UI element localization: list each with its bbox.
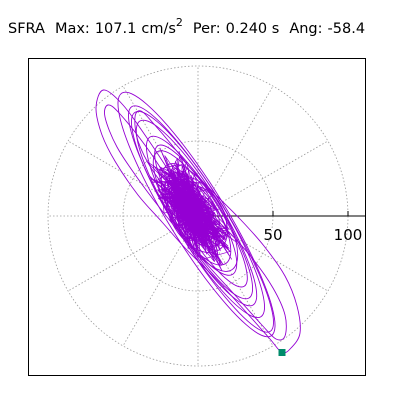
max-label: Max:	[54, 21, 90, 37]
station-code: SFRA	[8, 21, 45, 37]
max-unit: cm/s	[141, 21, 176, 37]
orbit-ellipse	[135, 119, 258, 307]
orbit-dense-core	[146, 147, 236, 272]
orbit-loop	[104, 104, 287, 341]
chart-header: SFRA Max: 107.1 cm/s2 Per: 0.240 s Ang: -58.4	[8, 16, 366, 40]
orbit-ellipse	[128, 105, 274, 333]
radial-tick-label: 50	[263, 226, 282, 244]
max-unit-exponent: 2	[175, 16, 183, 29]
plot-frame	[28, 58, 366, 376]
angle-value: -58.4	[327, 21, 366, 37]
max-value: 107.1	[94, 21, 137, 37]
orbit-ellipse	[117, 91, 276, 338]
orbit-traces	[95, 89, 301, 354]
radial-tick-label: 100	[334, 226, 363, 244]
peak-marker	[278, 349, 286, 356]
period-value: 0.240 s	[225, 21, 280, 37]
period-label: Per:	[192, 21, 221, 37]
orbit-ellipse	[145, 135, 254, 300]
angle-label: Ang:	[289, 21, 323, 37]
peak-marker-layer	[278, 349, 286, 356]
radial-axis: 50 100	[198, 211, 366, 244]
orbit-ellipse	[131, 111, 265, 318]
orbit-ellipse	[154, 144, 248, 288]
